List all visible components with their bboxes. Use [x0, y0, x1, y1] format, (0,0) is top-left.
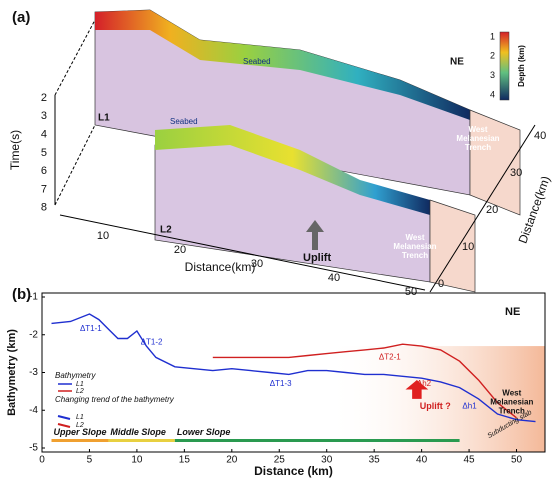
x-tick-label: 25 — [274, 455, 286, 466]
annotation: Δh1 — [462, 402, 477, 411]
tick-label: 2 — [41, 92, 47, 104]
colorbar-tick: 3 — [490, 70, 495, 80]
legend-title: Bathymetry — [55, 371, 96, 380]
series-line — [212, 343, 517, 419]
annotation: Uplift ? — [420, 401, 451, 411]
north: NE — [505, 306, 520, 318]
annotation: NE — [450, 57, 464, 68]
annotation: ΔT1-2 — [141, 337, 163, 346]
annotation: Δh2 — [417, 379, 432, 388]
zone-label: Lower Slope — [177, 427, 231, 437]
x-tick-label: 40 — [416, 455, 428, 466]
tick-label: 30 — [251, 258, 263, 270]
zone-label: Upper Slope — [53, 427, 106, 437]
uplift-arrow — [405, 380, 429, 399]
axis-label: Distance(km) — [185, 260, 256, 274]
annotation: Seabed — [170, 117, 198, 126]
annotation: West Melanesian Trench — [490, 388, 533, 415]
y-tick-label: -5 — [29, 443, 38, 454]
panel-label: (b) — [12, 286, 31, 303]
annotation: Seabed — [243, 57, 271, 66]
tick-label: 0 — [438, 278, 444, 290]
legend-arrow — [57, 415, 71, 420]
x-tick-label: 10 — [131, 455, 143, 466]
y-tick-label: -2 — [29, 329, 38, 340]
tick-label: 7 — [41, 183, 47, 195]
tick-label: 4 — [41, 129, 47, 141]
axis-label: Distance(km) — [516, 174, 553, 245]
x-tick-label: 15 — [179, 455, 191, 466]
tick-label: 3 — [41, 110, 47, 122]
tick-label: 10 — [97, 230, 109, 242]
y-tick-label: -4 — [29, 405, 38, 416]
annotation: L2 — [160, 225, 172, 236]
axis-label: Time(s) — [8, 130, 22, 170]
seismic-block — [54, 9, 536, 293]
tick-label: 10 — [462, 241, 474, 253]
x-tick-label: 0 — [39, 455, 45, 466]
zone-label: Middle Slope — [110, 427, 166, 437]
x-tick-label: 50 — [511, 455, 523, 466]
tick-label: 20 — [174, 244, 186, 256]
legend-label: L2 — [76, 422, 84, 429]
trench-label: West Melanesian Trench — [393, 233, 436, 260]
x-tick-label: 20 — [226, 455, 238, 466]
uplift-zone — [326, 346, 545, 452]
trench-label: West Melanesian Trench — [456, 125, 499, 152]
colorbar-tick: 4 — [490, 89, 495, 99]
annotation: L1 — [98, 113, 110, 124]
y-tick-label: -1 — [29, 292, 38, 303]
legend-label: L1 — [76, 381, 84, 388]
series-line — [51, 313, 536, 423]
annotation: ΔT1-1 — [80, 324, 102, 333]
tick-label: 50 — [405, 286, 417, 298]
colorbar-label: Depth (km) — [517, 45, 526, 87]
tick-label: 6 — [41, 165, 47, 177]
colorbar-tick: 1 — [490, 31, 495, 41]
tick-label: 40 — [328, 272, 340, 284]
legend-arrow — [57, 423, 71, 428]
legend-label: L1 — [76, 414, 84, 421]
annotation: ΔT2-1 — [379, 353, 401, 362]
y-tick-label: -3 — [29, 367, 38, 378]
x-tick-label: 30 — [321, 455, 333, 466]
x-tick-label: 45 — [464, 455, 476, 466]
tick-label: 40 — [534, 130, 546, 142]
legend-title: Changing trend of the bathymetry — [55, 395, 175, 404]
tick-label: 30 — [510, 167, 522, 179]
panel-label: (a) — [12, 9, 30, 26]
y-axis-label: Bathymetry (km) — [6, 329, 18, 416]
x-tick-label: 5 — [87, 455, 93, 466]
colorbar-tick: 2 — [490, 51, 495, 61]
legend-label: L2 — [76, 388, 84, 395]
tick-label: 20 — [486, 204, 498, 216]
annotation: ΔT1-3 — [270, 379, 292, 388]
tick-label: 5 — [41, 147, 47, 159]
x-tick-label: 35 — [369, 455, 381, 466]
annotation: Uplift — [303, 252, 331, 264]
tick-label: 8 — [41, 202, 47, 214]
x-axis-label: Distance (km) — [254, 464, 333, 478]
